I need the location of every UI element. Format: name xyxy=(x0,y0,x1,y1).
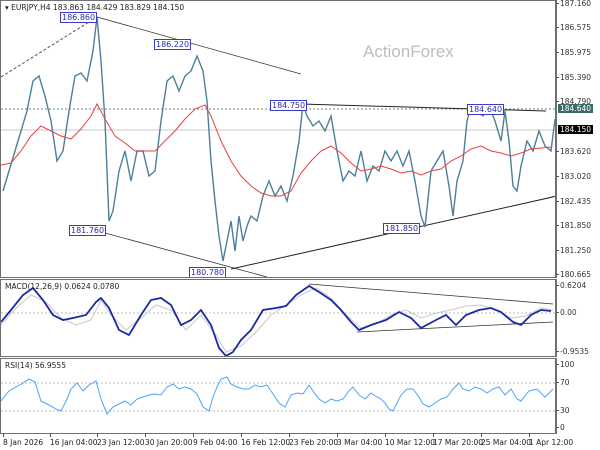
price-chart-svg xyxy=(1,16,555,277)
time-label: 23 Feb 20:00 xyxy=(289,438,339,447)
price-tick: 186.575 xyxy=(555,23,592,32)
price-panel[interactable]: ▾ EURJPY,H4 183.863 184.429 183.829 184.… xyxy=(0,0,556,278)
annotation-label: 181.850 xyxy=(383,223,421,234)
time-tick xyxy=(529,433,530,437)
time-label: 23 Jan 12:00 xyxy=(97,438,145,447)
current-price-tag: 184.150 xyxy=(558,125,594,134)
price-tick: 184.790 xyxy=(555,97,592,106)
macd-axis[interactable]: 0.6204 0.00 -0.9535 xyxy=(555,279,600,357)
time-label: 9 Feb 04:00 xyxy=(193,438,238,447)
macd-panel[interactable]: MACD(12,26,9) 0.0624 0.0780 xyxy=(0,279,556,357)
symbol-legend: ▾ EURJPY,H4 183.863 184.429 183.829 184.… xyxy=(5,3,185,12)
rsi-panel[interactable]: RSI(14) 56.9555 xyxy=(0,358,556,434)
time-tick xyxy=(241,433,242,437)
rsi-tick: 0 xyxy=(556,423,565,432)
time-label: 8 Jan 2026 xyxy=(3,438,44,447)
time-label: 25 Mar 04:00 xyxy=(481,438,532,447)
price-tick: 183.620 xyxy=(555,147,592,156)
price-tick: 187.160 xyxy=(555,0,592,8)
time-tick xyxy=(433,433,434,437)
rsi-tick: 30 xyxy=(556,406,570,415)
macd-tick: -0.9535 xyxy=(556,347,589,356)
rsi-tick: 70 xyxy=(556,378,570,387)
price-tick: 182.435 xyxy=(555,197,592,206)
rsi-axis[interactable]: 100 70 30 0 xyxy=(555,358,600,434)
annotation-label: 181.760 xyxy=(69,225,107,236)
time-tick xyxy=(337,433,338,437)
price-axis[interactable]: 187.160 186.575 185.975 185.390 184.790 … xyxy=(555,0,600,279)
time-label: 3 Mar 04:00 xyxy=(337,438,383,447)
price-tick: 180.665 xyxy=(555,270,592,279)
price-tick: 185.975 xyxy=(555,48,592,57)
time-label: 1 Apr 12:00 xyxy=(529,438,574,447)
time-tick xyxy=(385,433,386,437)
time-tick xyxy=(145,433,146,437)
time-label: 30 Jan 20:00 xyxy=(145,438,193,447)
price-tick: 183.020 xyxy=(555,172,592,181)
rsi-legend: RSI(14) 56.9555 xyxy=(5,361,66,370)
collapse-triangle-icon[interactable]: ▾ xyxy=(5,3,12,12)
price-tick: 181.850 xyxy=(555,221,592,230)
annotation-label: 186.860 xyxy=(60,12,98,23)
time-label: 16 Feb 12:00 xyxy=(241,438,291,447)
time-tick xyxy=(50,433,51,437)
macd-legend: MACD(12,26,9) 0.0624 0.0780 xyxy=(5,282,120,291)
annotation-label: 180.780 xyxy=(189,267,227,277)
annotation-label: 184.640 xyxy=(467,104,505,115)
time-tick xyxy=(193,433,194,437)
macd-tick: 0.00 xyxy=(556,308,577,317)
macd-tick: 0.6204 xyxy=(555,281,587,290)
time-label: 17 Mar 20:00 xyxy=(433,438,484,447)
macd-chart-svg xyxy=(1,283,555,356)
price-tick: 185.390 xyxy=(555,73,592,82)
time-label: 10 Mar 12:00 xyxy=(385,438,436,447)
time-label: 16 Jan 04:00 xyxy=(50,438,98,447)
watermark: ActionForex xyxy=(363,42,454,61)
price-tick: 181.250 xyxy=(555,246,592,255)
annotation-label: 186.220 xyxy=(154,39,192,50)
rsi-chart-svg xyxy=(1,376,555,415)
level-price-tag: 184.640 xyxy=(558,104,594,113)
rsi-tick: 100 xyxy=(555,360,575,369)
time-tick xyxy=(289,433,290,437)
time-tick xyxy=(97,433,98,437)
time-tick xyxy=(481,433,482,437)
time-tick xyxy=(3,433,4,437)
annotation-label: 184.750 xyxy=(270,100,308,111)
